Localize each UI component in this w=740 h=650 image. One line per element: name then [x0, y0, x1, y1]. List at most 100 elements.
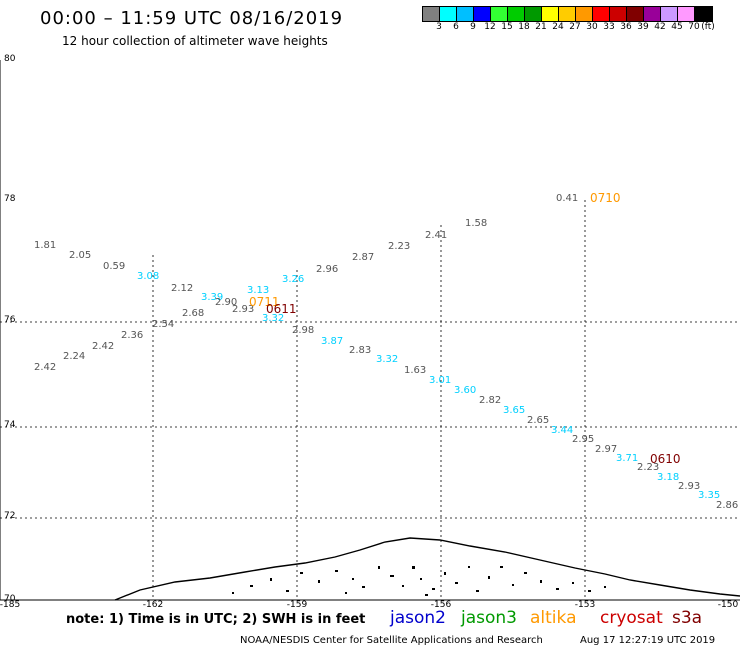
legend-label: 70 — [688, 22, 700, 32]
legend-label: 42 — [654, 22, 666, 32]
alaska-coastline — [114, 537, 740, 601]
wave-height-label: 2.90 — [215, 297, 238, 308]
pass-time-label: 0710 — [590, 191, 621, 205]
wave-height-label: 0.59 — [103, 261, 126, 272]
wave-height-label: 2.65 — [527, 415, 550, 426]
lat-label-80: 80 — [4, 54, 16, 64]
legend-label: 18 — [518, 22, 530, 32]
wave-height-label: 2.96 — [316, 264, 339, 275]
wave-height-label: 3.32 — [262, 313, 285, 324]
legend-label: 12 — [484, 22, 496, 32]
wave-height-label: 2.83 — [349, 345, 372, 356]
wave-height-label: 3.18 — [657, 472, 680, 483]
legend-label: 30 — [586, 22, 598, 32]
wave-height-label: 2.41 — [425, 230, 448, 241]
lon-label-159: -159 — [286, 600, 308, 610]
wave-height-label: 1.81 — [34, 240, 57, 251]
map-subtitle: 12 hour collection of altimeter wave hei… — [62, 34, 328, 48]
wave-height-label: 2.95 — [572, 434, 595, 445]
legend-label: 33 — [603, 22, 615, 32]
pass-time-label: 0610 — [650, 452, 681, 466]
wave-height-label: 1.58 — [465, 218, 488, 229]
legend-swatch — [593, 7, 610, 21]
legend-swatch — [423, 7, 440, 21]
legend-label: (ft) — [701, 22, 715, 32]
lat-label-70: 70 — [4, 594, 16, 604]
wave-height-label: 2.54 — [152, 319, 175, 330]
lon-label-150: -150 — [717, 600, 739, 610]
legend-swatch — [610, 7, 627, 21]
wave-height-label: 2.12 — [171, 283, 194, 294]
coastal-lakes — [232, 566, 606, 596]
sat-label-jason2: jason2 — [390, 608, 446, 628]
wave-height-label: 2.98 — [292, 325, 315, 336]
pass-time-label: 0711 — [249, 295, 280, 309]
wave-height-label: 2.05 — [69, 250, 92, 261]
sat-label-s3a: s3a — [672, 608, 703, 628]
legend-label: 39 — [637, 22, 649, 32]
legend-swatch — [508, 7, 525, 21]
wave-height-label: 2.24 — [63, 351, 86, 362]
legend-label: 21 — [535, 22, 547, 32]
wave-height-label: 3.65 — [503, 405, 526, 416]
legend-label: 45 — [671, 22, 683, 32]
wave-height-label: 3.08 — [137, 271, 160, 282]
legend-label: 24 — [552, 22, 564, 32]
wave-height-label: 3.87 — [321, 336, 344, 347]
sat-label-altika: altika — [530, 608, 577, 628]
sat-label-jason3: jason3 — [461, 608, 517, 628]
wave-height-label: 3.71 — [616, 453, 639, 464]
wave-height-label: 3.32 — [376, 354, 399, 365]
legend-label: 27 — [569, 22, 581, 32]
color-legend-bar — [422, 6, 713, 22]
wave-height-label: 2.86 — [716, 500, 739, 511]
legend-swatch — [644, 7, 661, 21]
wave-height-label: 2.82 — [479, 395, 502, 406]
legend-swatch — [457, 7, 474, 21]
sat-label-cryosat: cryosat — [600, 608, 663, 628]
pass-time-label: 0611 — [266, 302, 297, 316]
legend-swatch — [474, 7, 491, 21]
wave-height-label: 1.63 — [404, 365, 427, 376]
legend-swatch — [678, 7, 695, 21]
wave-height-label: 3.26 — [282, 274, 305, 285]
wave-height-label: 3.35 — [698, 490, 721, 501]
legend-swatch — [576, 7, 593, 21]
legend-swatch — [627, 7, 644, 21]
lon-label-153: -153 — [574, 600, 596, 610]
map-title: 00:00 – 11:59 UTC 08/16/2019 — [40, 8, 344, 29]
lon-label-162: -162 — [142, 600, 164, 610]
footer-note: note: 1) Time is in UTC; 2) SWH is in fe… — [66, 612, 366, 627]
wave-height-label: 2.68 — [182, 308, 205, 319]
wave-height-label: 2.93 — [678, 481, 701, 492]
legend-swatch — [559, 7, 576, 21]
lat-label-74: 74 — [4, 420, 16, 430]
legend-label: 15 — [501, 22, 513, 32]
generation-timestamp: Aug 17 12:27:19 UTC 2019 — [580, 635, 716, 646]
wave-height-label: 2.23 — [637, 462, 660, 473]
legend-swatch — [661, 7, 678, 21]
credit-line: NOAA/NESDIS Center for Satellite Applica… — [240, 635, 543, 646]
wave-height-label: 2.42 — [92, 341, 115, 352]
wave-height-label: 3.13 — [247, 285, 270, 296]
wave-height-label: 3.01 — [429, 375, 452, 386]
lat-label-76: 76 — [4, 315, 16, 325]
legend-swatch — [525, 7, 542, 21]
wave-height-label: 2.87 — [352, 252, 375, 263]
wave-height-label: 3.39 — [201, 292, 224, 303]
legend-swatch — [542, 7, 559, 21]
lat-label-72: 72 — [4, 511, 16, 521]
wave-height-label: 2.36 — [121, 330, 144, 341]
legend-label: 6 — [453, 22, 459, 32]
wave-height-label: 2.97 — [595, 444, 618, 455]
wave-height-label: 2.23 — [388, 241, 411, 252]
wave-height-label: 2.93 — [232, 304, 255, 315]
color-legend-labels: 3 6 9 12 15 18 21 24 27 30 33 36 39 42 45 70 (ft) — [422, 22, 732, 34]
legend-swatch — [440, 7, 457, 21]
wave-height-label: 0.41 — [556, 193, 579, 204]
legend-swatch — [695, 7, 712, 21]
wave-height-label: 3.60 — [454, 385, 477, 396]
legend-label: 9 — [470, 22, 476, 32]
lat-label-78: 78 — [4, 194, 16, 204]
